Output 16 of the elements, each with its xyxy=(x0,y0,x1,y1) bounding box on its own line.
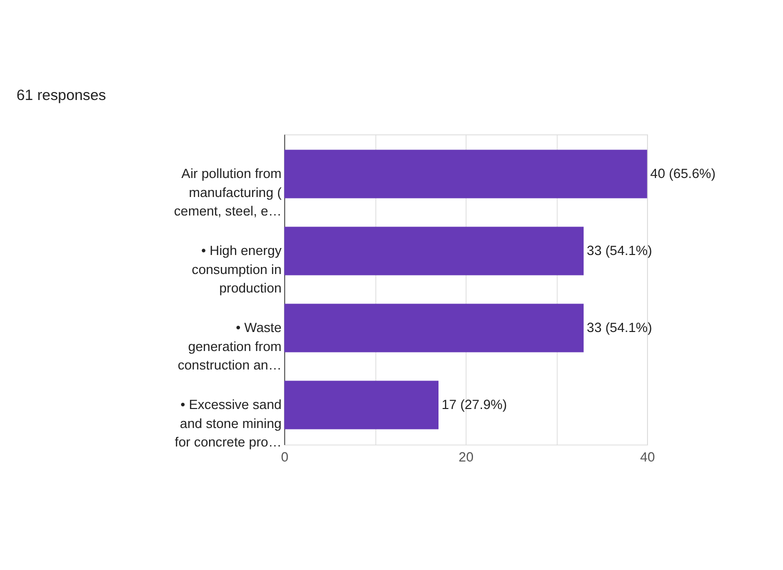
data-label: 33 (54.1%) xyxy=(586,242,652,258)
data-label: 33 (54.1%) xyxy=(586,320,652,335)
x-tick-label: 0 xyxy=(280,450,288,465)
x-tick-label: 20 xyxy=(458,450,474,465)
text: 61 responses xyxy=(16,86,106,104)
x-tick-label: 40 xyxy=(640,450,655,465)
bar xyxy=(284,304,584,352)
data-label: 40 (65.6%) xyxy=(650,166,716,181)
bar xyxy=(284,380,439,430)
y-tick-label: Air pollution from manufacturing ( cement, steel, e… xyxy=(174,166,282,219)
y-tick-label: • Excessive sand and stone mining for concrete pro… xyxy=(174,396,282,450)
y-tick-label: • High energy consumption in production xyxy=(192,242,282,296)
data-label: 17 (27.9%) xyxy=(442,396,507,412)
bar xyxy=(284,226,584,276)
y-tick-label: • Waste generation from construction an… xyxy=(178,320,282,373)
bar xyxy=(284,150,648,198)
